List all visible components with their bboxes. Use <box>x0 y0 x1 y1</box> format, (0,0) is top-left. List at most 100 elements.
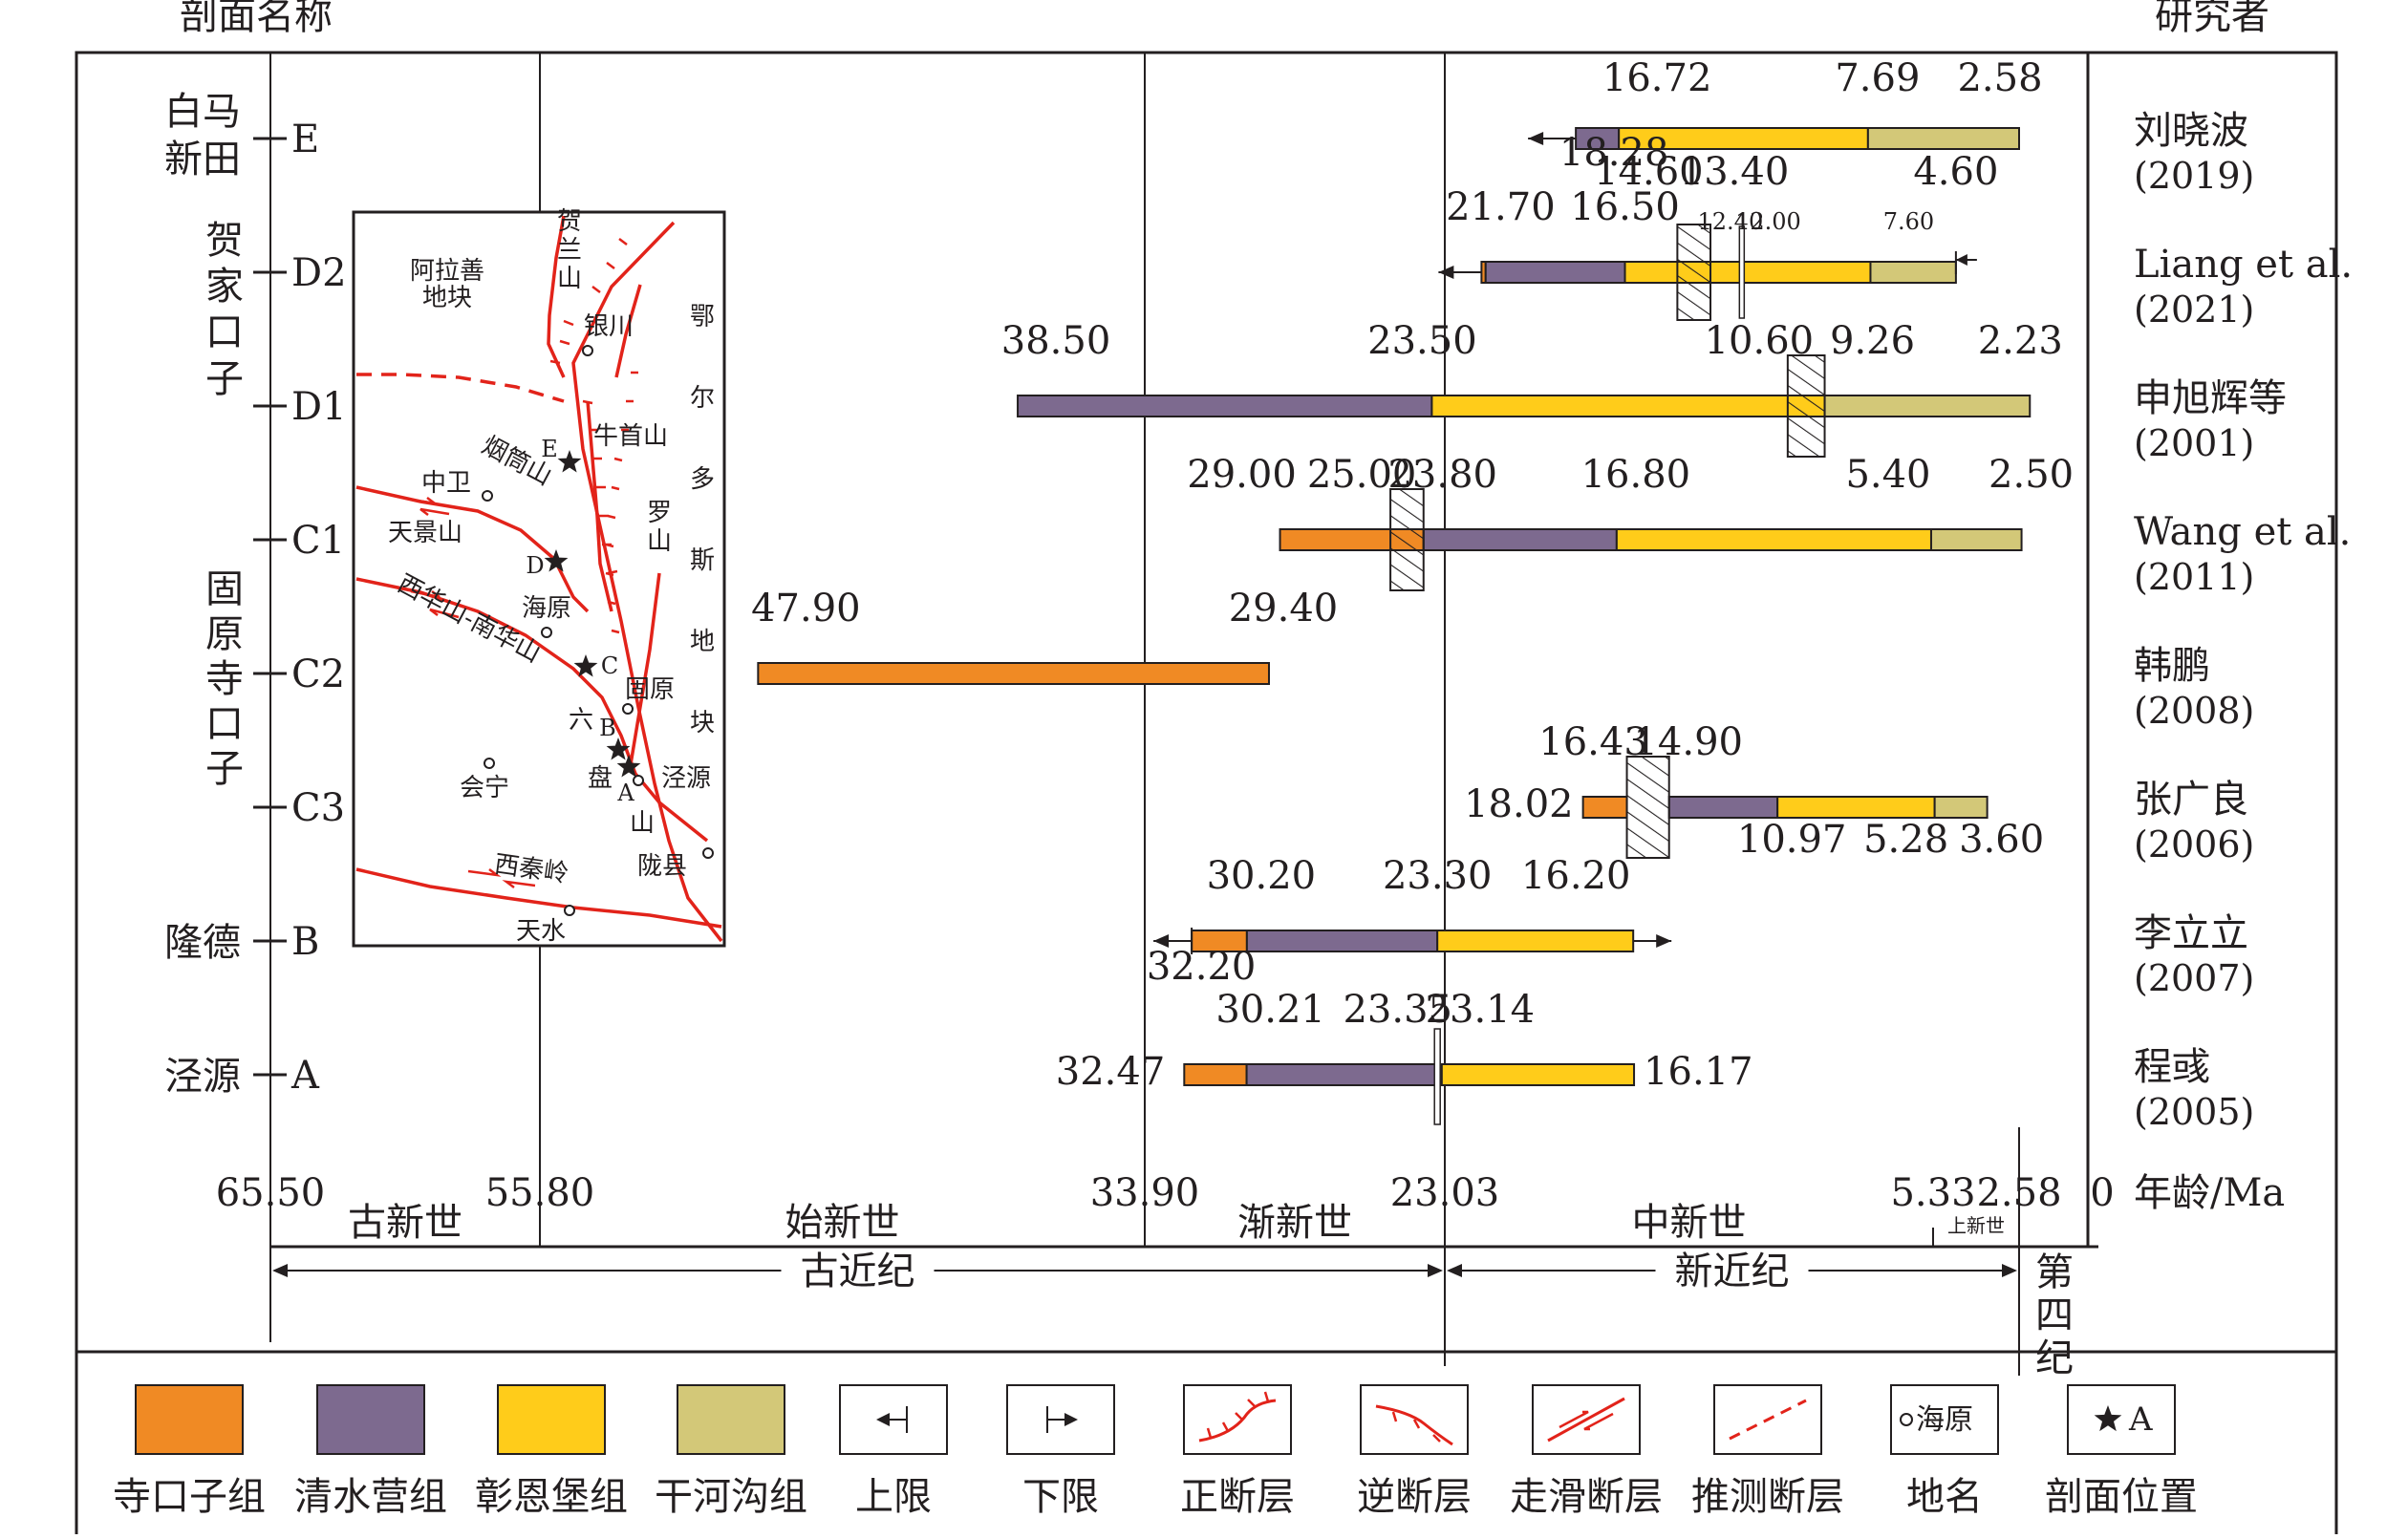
header-left-title: 剖面名称 <box>180 0 333 38</box>
bar-label-C3-18_02: 18.02 <box>1464 782 1574 826</box>
fault-inferred-north <box>356 373 565 403</box>
bar-label-E-16_72: 16.72 <box>1602 56 1712 100</box>
map-star-label-E: E <box>541 436 558 462</box>
researcher-year-C1: (2011) <box>2134 556 2254 598</box>
legend-swatch-qingShuiYing <box>316 1384 425 1455</box>
bar-D2-seg-2-zhangEnBao <box>1623 261 1872 284</box>
legend-normal-fault-line <box>1198 1399 1277 1443</box>
section-code-E: E <box>291 118 319 161</box>
arrow-B-upper-head <box>1656 934 1672 948</box>
section-code-A: A <box>290 1054 320 1098</box>
fault-niushoushan-luoshan <box>586 400 613 612</box>
fault-helanshan <box>547 215 566 378</box>
bar-label-C3-3_60: 3.60 <box>1959 818 2044 862</box>
bar-label-C1-23_80: 23.80 <box>1387 453 1497 497</box>
arrow-E-lower-head <box>1528 132 1544 145</box>
map-label-alashan-1: 阿拉善 <box>410 257 484 286</box>
map-label-helan-3: 山 <box>557 265 582 293</box>
section-group-2-char-3: 口 <box>205 702 244 746</box>
legend-swatch-upper_limit <box>839 1384 948 1455</box>
bar-C3-seg-2-zhangEnBao <box>1776 796 1936 819</box>
upper-limit-head-D2 <box>1955 254 1967 266</box>
hatch-D1-unconformity <box>1786 354 1826 458</box>
legend-label-strike_slip: 走滑断层 <box>1510 1475 1663 1519</box>
section-group-0-line-0: 白马 <box>164 90 241 134</box>
header-right-title: 研究者 <box>2155 0 2269 38</box>
bar-label-E-18_28: 18.28 <box>1559 131 1669 175</box>
bar-D1-seg-2-ganHeGou <box>1823 395 2032 417</box>
place-marker-tianshui <box>564 905 575 916</box>
bar-label-B-32_20: 32.20 <box>1147 945 1257 989</box>
bar-A-seg-1-qingShuiYing <box>1245 1063 1437 1086</box>
researcher-year-B: (2007) <box>2134 957 2254 999</box>
bar-C3-seg-1-qingShuiYing <box>1667 796 1779 819</box>
axis-tick-label-0: 65.50 <box>216 1171 326 1215</box>
legend-swatch-section_location <box>2067 1384 2176 1455</box>
legend-label-place_name: 地名 <box>1906 1475 1983 1519</box>
map-label-ordos-2: 多 <box>690 465 715 494</box>
bar-D1-seg-0-qingShuiYing <box>1017 395 1433 417</box>
section-group-1-char-3: 子 <box>205 357 244 401</box>
map-star-B <box>606 737 631 760</box>
axis-tick-label-2: 33.90 <box>1090 1171 1200 1215</box>
section-group-1-char-0: 贺 <box>205 219 244 263</box>
section-group-2-char-0: 固 <box>205 567 244 611</box>
arrow-D2-lower-head <box>1438 266 1454 279</box>
epoch-label-3: 中新世 <box>1632 1201 1747 1245</box>
bar-label-C2-47_90: 47.90 <box>751 587 861 631</box>
fault-liupanshan <box>571 221 723 943</box>
map-star-label-A: A <box>616 780 634 806</box>
map-star-C <box>573 654 598 677</box>
researcher-C3: 张广良 <box>2134 778 2248 822</box>
legend-place-circle <box>1900 1413 1913 1426</box>
researcher-D1: 申旭辉等 <box>2134 376 2287 420</box>
legend-place-sample: 海原 <box>1916 1403 1973 1437</box>
axis-tick-label-3: 23.03 <box>1390 1171 1500 1215</box>
axis-tick-label-1: 55.80 <box>485 1171 595 1215</box>
epoch-label-0: 古新世 <box>348 1201 462 1245</box>
bar-label-E-7_69: 7.69 <box>1835 56 1920 100</box>
period-head-right-0 <box>1428 1264 1443 1277</box>
bar-D2-seg-3-ganHeGou <box>1869 261 1957 284</box>
legend-label-qingShuiYing: 清水营组 <box>294 1475 447 1519</box>
researcher-A: 程彧 <box>2134 1045 2210 1089</box>
section-group-1-char-2: 口 <box>205 310 244 354</box>
legend-swatch-ganHeGou <box>677 1384 785 1455</box>
researcher-year-A: (2005) <box>2134 1091 2254 1133</box>
fault-liupanshan-west <box>629 572 661 765</box>
bar-C2-seg-0-siKouZi <box>757 662 1270 685</box>
bar-label-C3-14_90: 14.90 <box>1633 720 1743 764</box>
map-label-haiyuan: 海原 <box>522 594 571 623</box>
legend-lower-limit-head <box>1064 1413 1078 1426</box>
map-label-zhongwei: 中卫 <box>421 469 471 498</box>
section-group-3-line-0: 隆德 <box>164 921 241 965</box>
bar-label-C2-29_40: 29.40 <box>1229 587 1339 631</box>
legend-label-siKouZi: 寺口子组 <box>113 1475 266 1519</box>
legend-strike-slip-line <box>1547 1397 1625 1443</box>
bar-label-B-30_20: 30.20 <box>1207 854 1317 898</box>
epoch-label-2: 渐新世 <box>1237 1201 1352 1245</box>
bar-label-A-23_35: 23.35 <box>1343 988 1452 1032</box>
hatch-C1-unconformity <box>1389 488 1425 591</box>
section-code-D2: D2 <box>291 251 347 295</box>
researcher-D2: Liang et al. <box>2134 243 2353 287</box>
researcher-year-C3: (2006) <box>2134 823 2254 866</box>
bar-C1-seg-1-qingShuiYing <box>1422 528 1618 551</box>
bar-label-E-2_58: 2.58 <box>1957 56 2042 100</box>
section-code-C2: C2 <box>291 652 345 696</box>
researcher-E: 刘晓波 <box>2134 109 2248 153</box>
map-label-tianshui: 天水 <box>516 917 566 946</box>
fault-xihuashan <box>355 577 709 843</box>
bar-label-A-16_17: 16.17 <box>1644 1050 1753 1094</box>
period-label-quaternary: 第四纪 <box>2035 1250 2074 1380</box>
bar-label-D1-23_50: 23.50 <box>1367 319 1477 363</box>
legend-label-upper_limit: 上限 <box>855 1475 932 1519</box>
map-label-huining: 会宁 <box>460 774 509 802</box>
arrow-B-lower-head <box>1153 934 1170 948</box>
researcher-B: 李立立 <box>2134 911 2248 955</box>
fault-helan-east <box>614 284 642 378</box>
period-quaternary-char-2: 纪 <box>2035 1336 2074 1380</box>
